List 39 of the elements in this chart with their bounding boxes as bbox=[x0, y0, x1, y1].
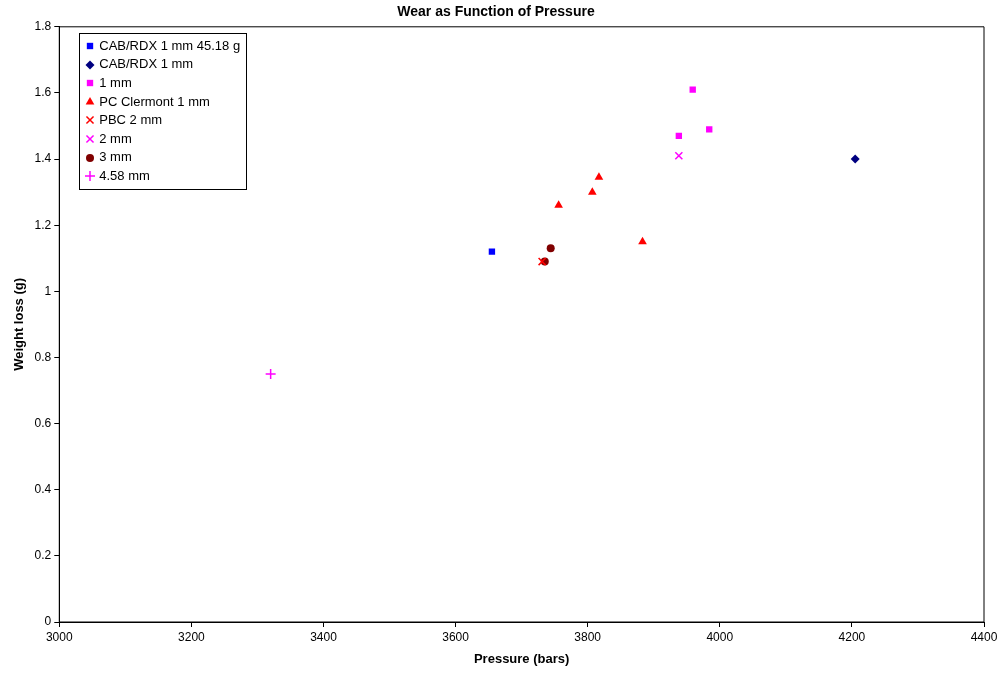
point bbox=[594, 172, 604, 180]
y-tick-label: 1.6 bbox=[34, 85, 52, 100]
point bbox=[850, 154, 860, 164]
y-tick-label: 1.8 bbox=[34, 19, 52, 34]
y-tick-label: 0.2 bbox=[34, 548, 52, 563]
legend-label: PC Clermont 1 mm bbox=[99, 92, 210, 111]
legend-label: 4.58 mm bbox=[99, 166, 150, 185]
point bbox=[554, 200, 563, 208]
y-tick-label: 0 bbox=[44, 614, 52, 629]
legend-label: CAB/RDX 1 mm bbox=[99, 55, 194, 74]
y-tick-label: 1.2 bbox=[34, 217, 52, 232]
point bbox=[638, 236, 647, 245]
x-tick-label: 3200 bbox=[178, 629, 206, 644]
point bbox=[689, 86, 696, 93]
point bbox=[488, 248, 496, 255]
x-tick-label: 3400 bbox=[310, 629, 338, 644]
y-tick-label: 0.8 bbox=[34, 349, 52, 364]
x-tick-label: 3800 bbox=[574, 629, 602, 644]
y-tick-label: 0.4 bbox=[34, 482, 52, 497]
point bbox=[264, 368, 277, 380]
legend-label: PBC 2 mm bbox=[99, 111, 163, 130]
y-tick-label: 0.6 bbox=[34, 415, 52, 430]
chart-title: Wear as Function of Pressure bbox=[397, 3, 595, 20]
x-tick-label: 4200 bbox=[838, 629, 866, 644]
x-tick-label: 4000 bbox=[706, 629, 734, 644]
legend-label: CAB/RDX 1 mm 45.18 g bbox=[99, 36, 241, 55]
legend-label: 1 mm bbox=[99, 74, 132, 92]
x-tick-label: 4400 bbox=[970, 629, 998, 644]
x-tick-label: 3000 bbox=[45, 629, 73, 644]
point bbox=[587, 187, 597, 195]
point bbox=[674, 151, 684, 161]
y-tick-label: 1.4 bbox=[34, 151, 52, 166]
x-axis-title: Pressure (bars) bbox=[473, 650, 570, 666]
y-tick-label: 1 bbox=[44, 283, 52, 298]
point bbox=[546, 244, 555, 253]
legend-label: 2 mm bbox=[99, 129, 132, 148]
legend-label: 3 mm bbox=[99, 148, 132, 167]
x-tick-label: 3600 bbox=[442, 629, 470, 644]
y-axis-title: Weight loss (g) bbox=[11, 277, 27, 371]
